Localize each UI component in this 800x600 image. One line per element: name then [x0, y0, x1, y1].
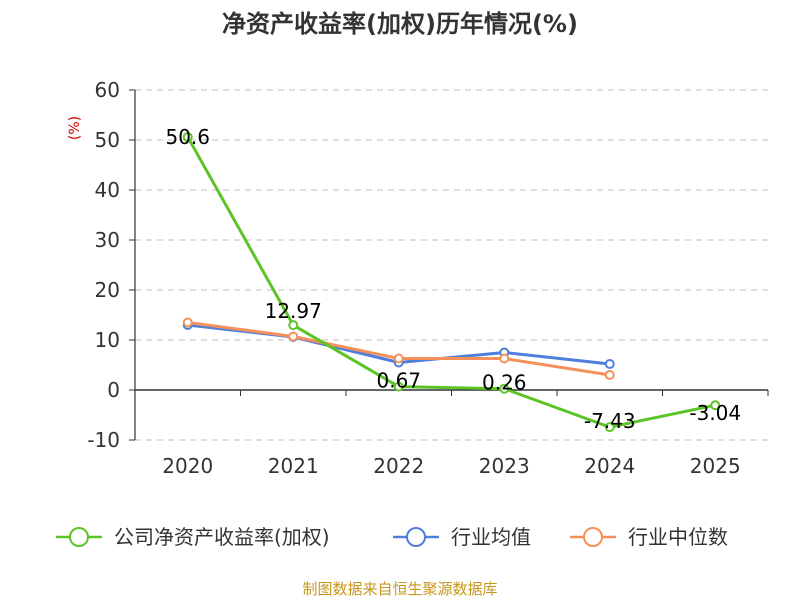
data-point [393, 353, 404, 364]
legend-marker [406, 527, 426, 547]
series-line-0 [186, 136, 716, 429]
data-label: 12.97 [265, 299, 322, 323]
data-point [393, 381, 404, 392]
y-tick-label: 0 [107, 378, 120, 402]
x-tick-label: 2025 [690, 454, 741, 478]
x-tick-label: 2024 [584, 454, 635, 478]
y-tick-label: 30 [95, 228, 120, 252]
legend-marker [583, 527, 603, 547]
y-tick-label: 40 [95, 178, 120, 202]
y-tick-label: 10 [95, 328, 120, 352]
axes [134, 90, 769, 440]
data-point [604, 370, 615, 380]
data-point [182, 317, 193, 328]
legend: 公司净资产收益率(加权) 行业均值 行业中位数 [56, 525, 728, 549]
source-footer: 制图数据来自恒生聚源数据库 [302, 580, 497, 598]
y-axis-unit-label: (%) [67, 116, 83, 140]
data-label: -3.04 [689, 401, 741, 425]
data-point [288, 320, 299, 331]
x-tick-label: 2021 [268, 454, 319, 478]
legend-label: 行业中位数 [628, 525, 728, 549]
data-point [604, 359, 615, 369]
legend-marker [69, 527, 89, 547]
x-tick-labels: 2020 2021 2022 2023 2024 2025 [162, 454, 740, 478]
data-label: 50.6 [165, 125, 210, 149]
x-tick-label: 2022 [373, 454, 424, 478]
series-layer [182, 132, 721, 433]
data-label: -7.43 [584, 409, 636, 433]
y-tick-label: -10 [87, 428, 120, 452]
data-label: 0.67 [376, 369, 421, 393]
data-label: 0.26 [482, 371, 527, 395]
x-tick-label: 2020 [162, 454, 213, 478]
y-tick-labels: 60 50 40 30 20 10 0 -10 [87, 78, 120, 452]
y-tick-label: 60 [95, 78, 120, 102]
x-tick-label: 2023 [479, 454, 530, 478]
data-point [710, 400, 721, 411]
chart-title: 净资产收益率(加权)历年情况(%) [222, 10, 578, 38]
gridlines [129, 89, 768, 441]
legend-label: 行业均值 [451, 525, 531, 549]
legend-label: 公司净资产收益率(加权) [114, 525, 330, 549]
data-point [604, 422, 615, 433]
data-labels: 50.6 12.97 0.67 0.26 -7.43 -3.04 [165, 125, 741, 433]
data-point [499, 383, 510, 394]
data-point [182, 132, 193, 142]
data-point [499, 353, 510, 364]
y-tick-label: 50 [95, 128, 120, 152]
y-tick-label: 20 [95, 278, 120, 302]
data-point [288, 331, 299, 342]
